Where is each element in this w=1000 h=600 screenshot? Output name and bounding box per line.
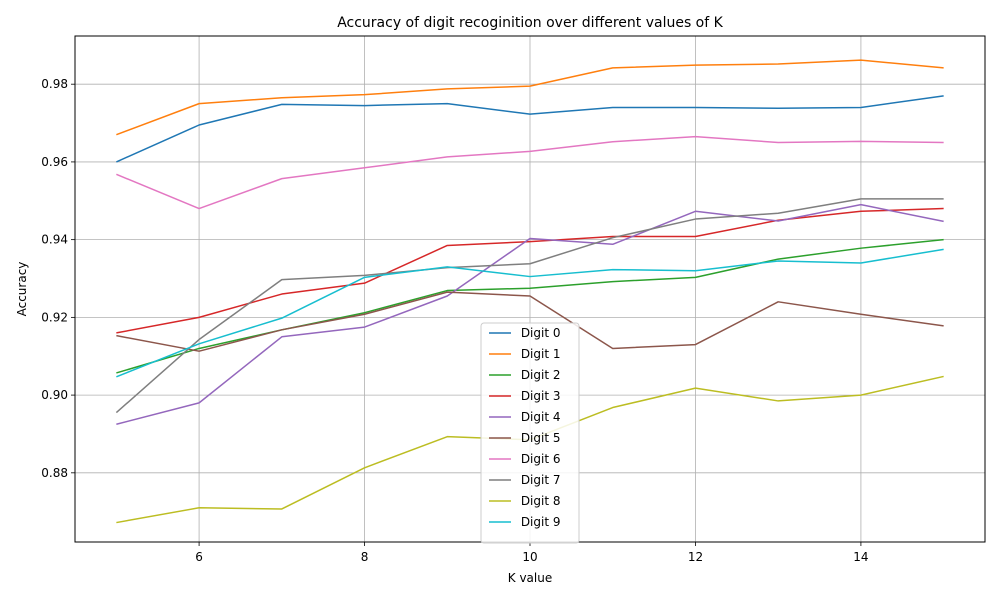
chart-title: Accuracy of digit recoginition over diff… — [337, 15, 723, 31]
x-tick-label: 10 — [522, 550, 537, 564]
series-line-digit-7 — [115, 198, 944, 414]
series-line-digit-3 — [116, 207, 944, 334]
legend-label-digit-4: Digit 4 — [517, 410, 561, 424]
legend-label-digit-9: Digit 9 — [517, 515, 561, 529]
y-tick-label: 0.90 — [41, 388, 68, 402]
legend-label-digit-2: Digit 2 — [517, 368, 561, 382]
series-line-digit-5 — [116, 291, 944, 352]
series-lines — [115, 59, 944, 524]
x-axis-label: K value — [508, 571, 552, 585]
legend-label-digit-7: Digit 7 — [517, 473, 561, 487]
x-tick-label: 8 — [361, 550, 369, 564]
legend-label-digit-6: Digit 6 — [517, 452, 561, 466]
legend-box — [480, 322, 580, 544]
series-line-digit-1 — [116, 59, 944, 136]
series-line-digit-4 — [116, 203, 944, 425]
y-tick-label: 0.98 — [41, 77, 68, 91]
legend-label-digit-0: Digit 0 — [517, 326, 561, 340]
legend-label-digit-3: Digit 3 — [517, 389, 561, 403]
legend-label-digit-8: Digit 8 — [517, 494, 561, 508]
y-tick-label: 0.92 — [41, 310, 68, 324]
legend-label-digit-1: Digit 1 — [517, 347, 561, 361]
series-line-digit-9 — [116, 248, 944, 378]
y-axis-label: Accuracy — [15, 262, 29, 317]
series-line-digit-6 — [116, 135, 944, 210]
series-line-digit-2 — [116, 238, 944, 374]
legend: Digit 0 Digit 1 Digit 2 Digit 3 Digit 4 … — [480, 322, 580, 544]
series-line-digit-0 — [116, 95, 944, 163]
y-tick-label: 0.88 — [41, 466, 68, 480]
legend-label-digit-5: Digit 5 — [517, 431, 561, 445]
x-tick-label: 6 — [195, 550, 203, 564]
x-tick-label: 14 — [853, 550, 868, 564]
axis-ticks: 6 8 10 12 14 0.88 0.90 0.92 0.94 0.96 0.98 — [41, 77, 868, 564]
y-tick-label: 0.94 — [41, 233, 68, 247]
grid-lines — [75, 36, 985, 542]
y-tick-label: 0.96 — [41, 155, 68, 169]
x-tick-label: 12 — [688, 550, 703, 564]
